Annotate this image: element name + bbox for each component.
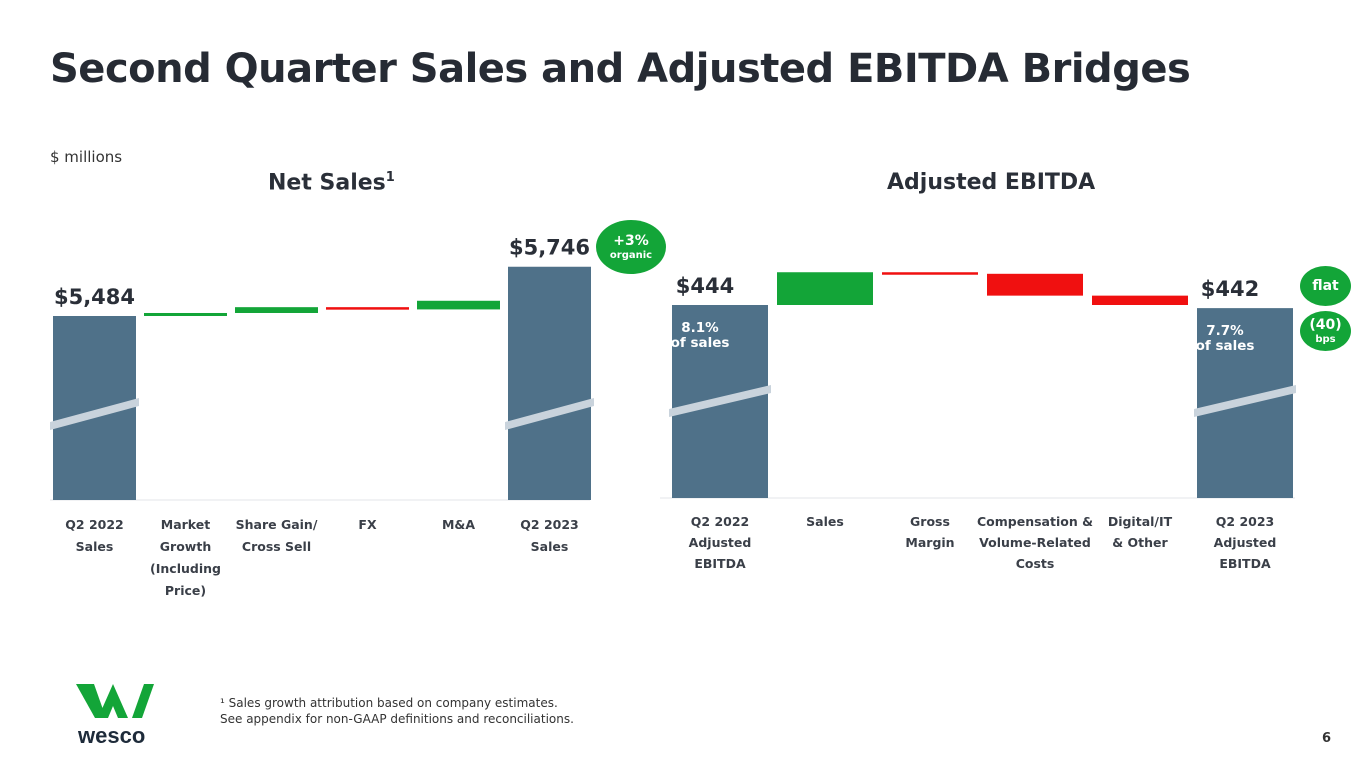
ebitda-category-label: & Other <box>1112 535 1168 550</box>
organic-growth-badge: +3% organic <box>596 220 666 274</box>
svg-text:wesco: wesco <box>77 723 145 746</box>
sales-category-label: Share Gain/ <box>236 517 318 532</box>
sales-category-label: Sales <box>76 539 114 554</box>
sales-value-label: $5,746 <box>509 236 590 260</box>
ebitda-category-label: Gross <box>910 514 950 529</box>
ebitda-bar-decrease <box>882 272 978 275</box>
ebitda-bar-decrease <box>1092 295 1188 305</box>
sales-axis-break <box>50 398 139 430</box>
ebitda-category-label: Sales <box>806 514 844 529</box>
ebitda-category-label: Digital/IT <box>1108 514 1173 529</box>
flat-badge: flat <box>1300 266 1351 306</box>
ebitda-category-label: Margin <box>905 535 954 550</box>
ebitda-category-label: Compensation & <box>977 514 1093 529</box>
ebitda-value-label: $442 <box>1201 277 1259 301</box>
ebitda-chart-title: Adjusted EBITDA <box>887 170 1096 195</box>
ebitda-category-label: EBITDA <box>1219 556 1271 571</box>
sales-category-label: FX <box>358 517 377 532</box>
sales-bar-decrease <box>326 307 409 310</box>
ebitda-category-label: EBITDA <box>694 556 746 571</box>
ebitda-axis-break <box>669 385 771 417</box>
sales-category-label: Q2 2022 <box>65 517 123 532</box>
sales-axis-break <box>505 398 594 430</box>
footnote: ¹ Sales growth attribution based on comp… <box>220 696 574 726</box>
sales-category-label: Cross Sell <box>242 539 311 554</box>
wesco-logo-mark-icon: wesco <box>76 684 154 748</box>
sales-category-label: Growth <box>160 539 211 554</box>
wesco-logo: wesco <box>76 684 156 750</box>
sales-category-label: (Including <box>150 561 221 576</box>
ebitda-category-label: Adjusted <box>1214 535 1277 550</box>
ebitda-pct-of-sales-label: 7.7% <box>1206 323 1244 339</box>
page-number: 6 <box>1322 731 1332 746</box>
bps-badge: (40) bps <box>1300 311 1351 351</box>
ebitda-bar-decrease <box>987 273 1083 296</box>
sales-category-label: Price) <box>165 583 206 598</box>
units-label: $ millions <box>50 148 123 166</box>
ebitda-axis-break <box>1194 385 1296 417</box>
ebitda-category-label: Adjusted <box>689 535 752 550</box>
sales-chart-title: Net Sales1 <box>268 170 395 196</box>
ebitda-category-label: Q2 2022 <box>691 514 749 529</box>
ebitda-pct-of-sales-label: of sales <box>1196 338 1255 354</box>
page-title: Second Quarter Sales and Adjusted EBITDA… <box>50 46 1191 92</box>
sales-bar-increase <box>144 312 227 316</box>
sales-bar-total <box>508 266 591 500</box>
ebitda-pct-of-sales-label: of sales <box>671 335 730 351</box>
sales-value-label: $5,484 <box>54 285 135 309</box>
sales-category-label: M&A <box>442 517 475 532</box>
sales-category-label: Sales <box>531 539 569 554</box>
ebitda-category-label: Q2 2023 <box>1216 514 1274 529</box>
ebitda-category-label: Volume-Related <box>979 535 1091 550</box>
sales-bar-increase <box>235 307 318 313</box>
ebitda-value-label: $444 <box>676 274 734 298</box>
sales-bar-increase <box>417 300 500 310</box>
ebitda-pct-of-sales-label: 8.1% <box>681 320 719 336</box>
sales-category-label: Q2 2023 <box>520 517 578 532</box>
ebitda-category-label: Costs <box>1016 556 1055 571</box>
sales-category-label: Market <box>161 517 210 532</box>
ebitda-bar-increase <box>777 272 873 305</box>
